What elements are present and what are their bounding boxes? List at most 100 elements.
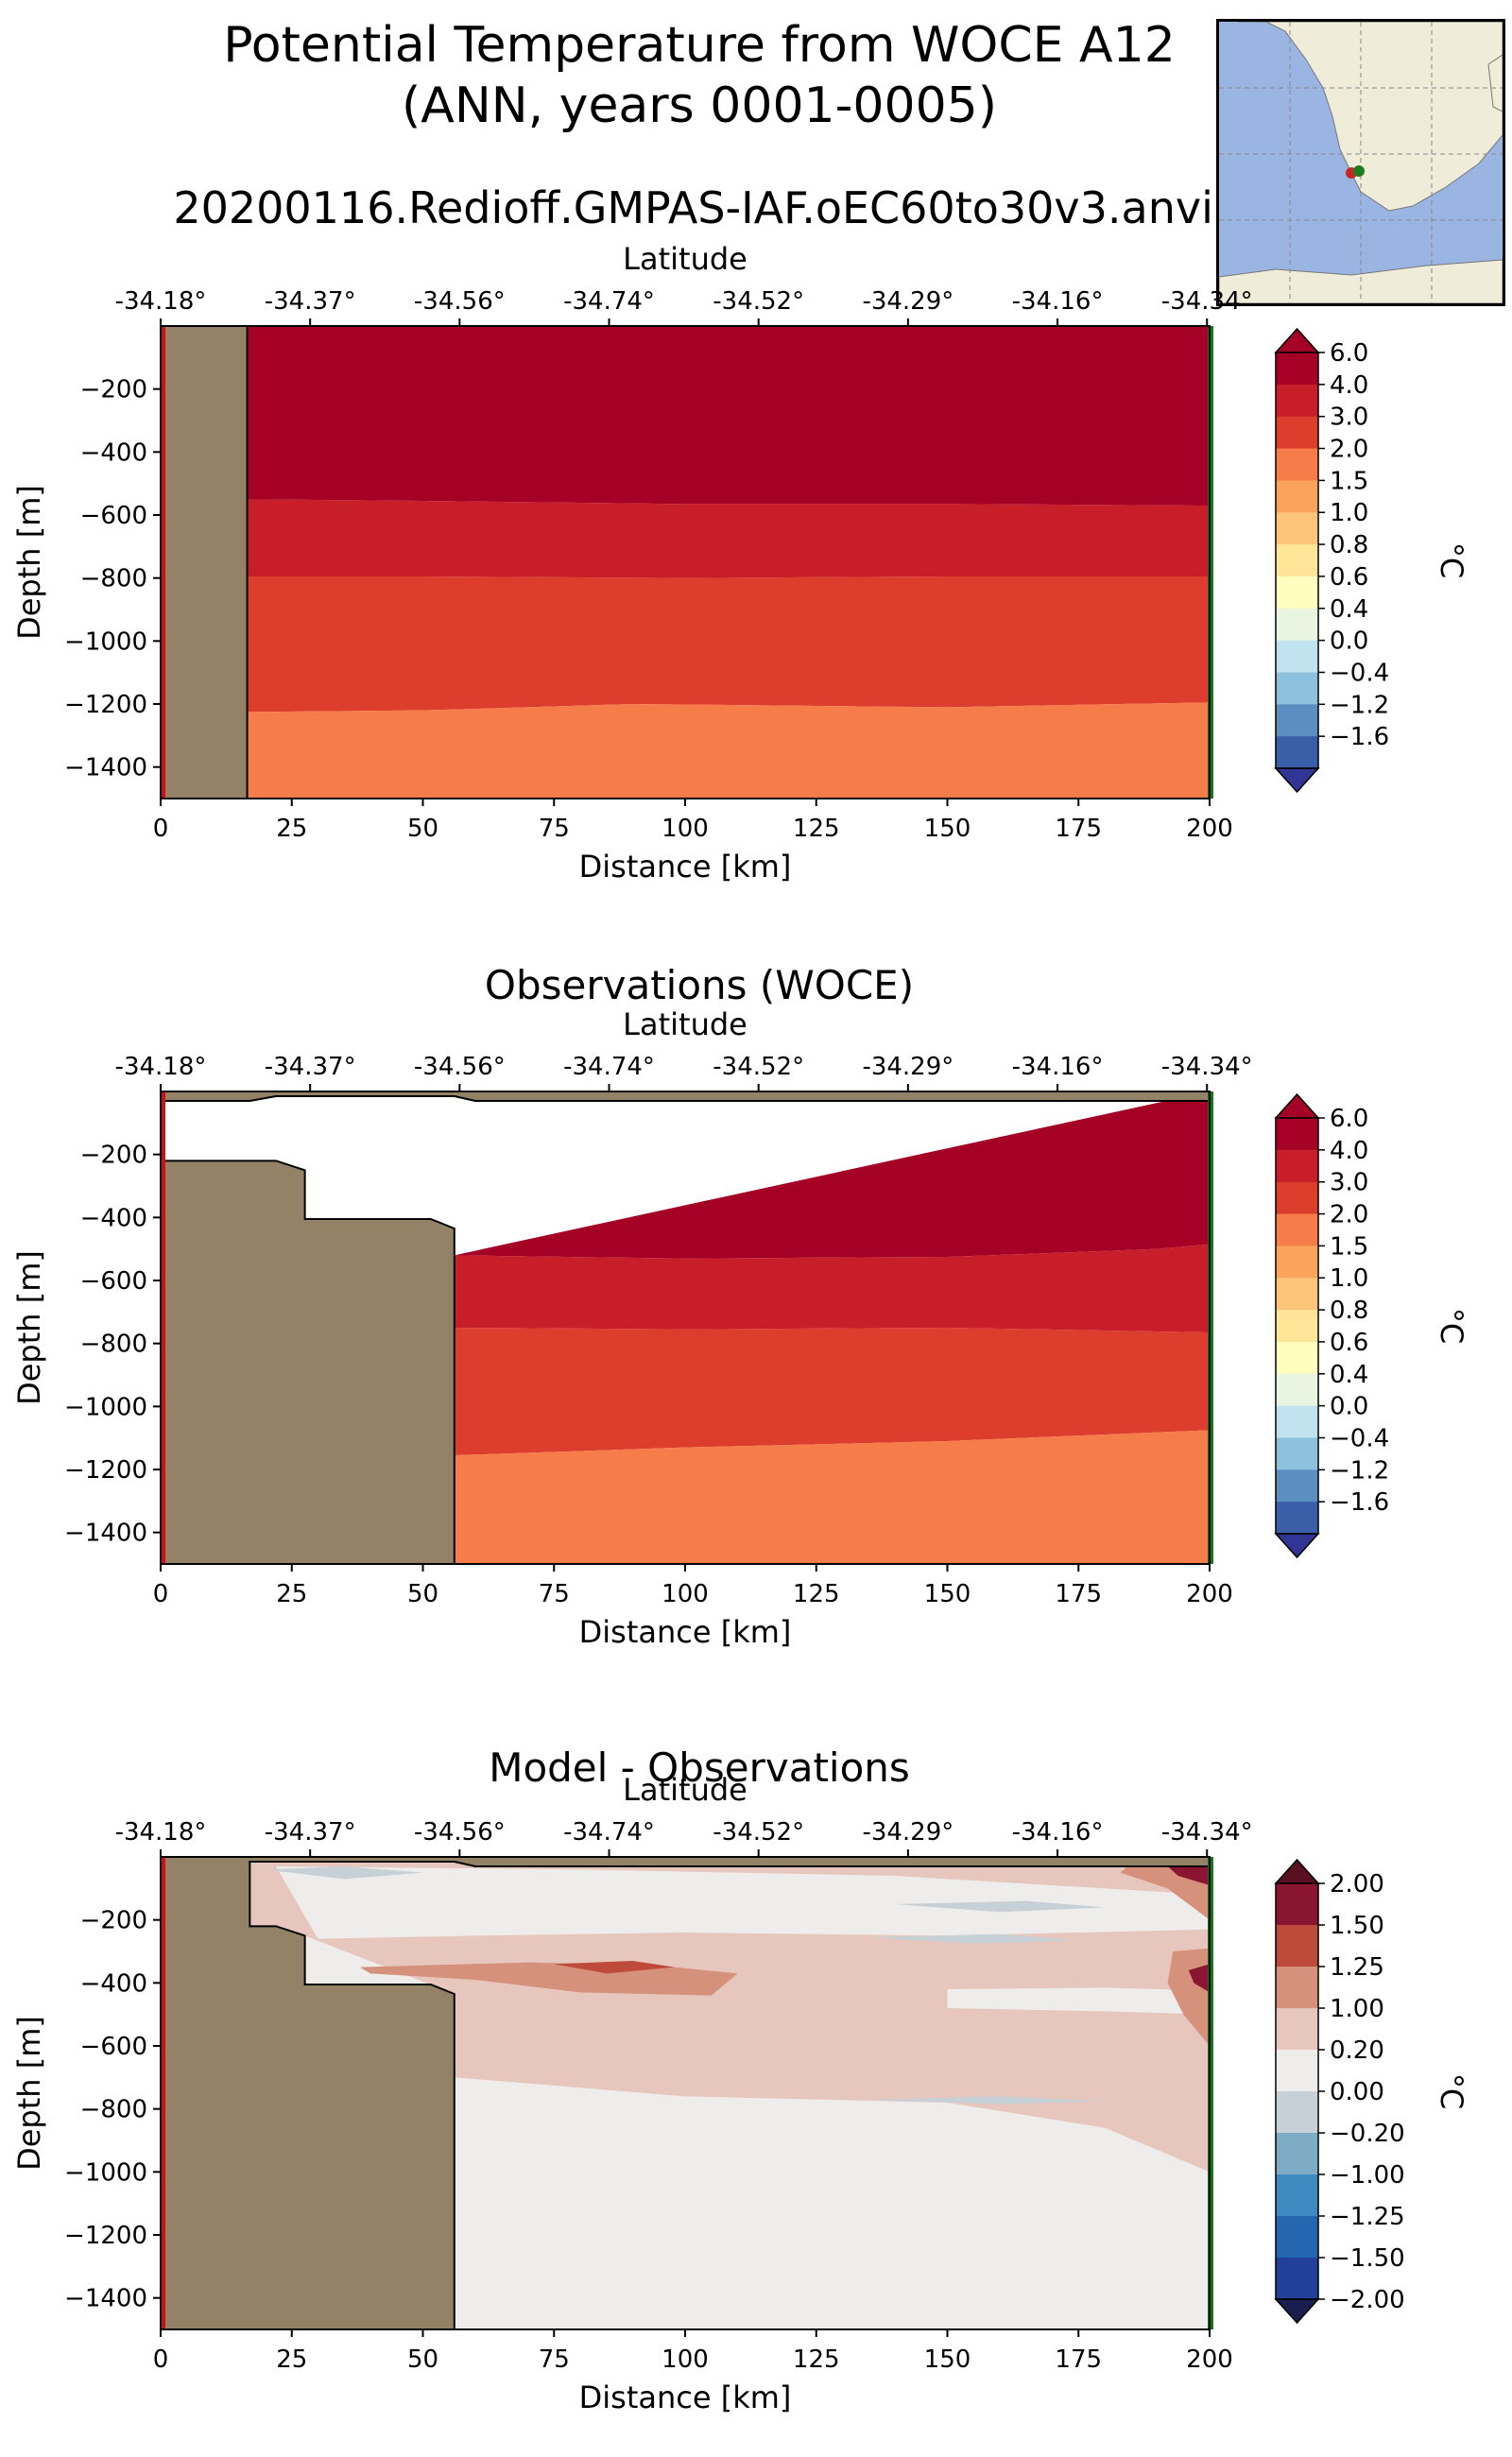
x-tick-label: 200	[1186, 815, 1233, 843]
colorbar-segment	[1276, 2174, 1318, 2217]
y-tick-label: −600	[80, 2033, 147, 2061]
top-tick-label: -34.29°	[862, 287, 954, 316]
top-tick-label: -34.18°	[115, 1053, 207, 1081]
x-tick-label: 25	[276, 815, 307, 843]
colorbar-frame	[1275, 1117, 1319, 1535]
contour-band-observations-1	[454, 1244, 1210, 1332]
top-tick-label: -34.16°	[1012, 1818, 1104, 1847]
x-tick-label: 150	[924, 1580, 971, 1608]
difference-region-2	[947, 1987, 1210, 2015]
colorbar-tick-label: 1.0	[1330, 1264, 1368, 1293]
y-tick-label: −1000	[64, 1393, 147, 1421]
colorbar-segment	[1276, 2091, 1318, 2134]
top-tick-label: -34.29°	[862, 1053, 954, 1081]
y-tick-label: −400	[80, 438, 147, 467]
top-tick-label: -34.34°	[1161, 1053, 1253, 1081]
colorbar-segment	[1276, 1967, 1318, 2009]
colorbar-segment	[1276, 1246, 1318, 1279]
contour-band-observations-2	[454, 1328, 1210, 1455]
colorbar-tick-label: 0.6	[1330, 563, 1368, 592]
x-tick-label: 75	[539, 815, 570, 843]
colorbar-tick-label: 1.0	[1330, 499, 1368, 527]
inset-gridlines	[1219, 22, 1503, 303]
top-tick-label: -34.56°	[414, 1818, 506, 1847]
x-tick-label: 100	[662, 1580, 709, 1608]
colorbar-segment	[1276, 1310, 1318, 1343]
colorbar-tick-label: 3.0	[1330, 1169, 1368, 1197]
colorbar-segment	[1276, 1373, 1318, 1407]
colorbar-label: °C	[1434, 542, 1469, 578]
top-tick-label: -34.18°	[115, 1818, 207, 1847]
colorbar-segment	[1276, 1469, 1318, 1503]
top-axis-label: Latitude	[623, 1006, 747, 1042]
y-tick-label: −800	[80, 565, 147, 593]
colorbar-label: °C	[1434, 1308, 1469, 1344]
colorbar-tick-label: 1.00	[1330, 1995, 1384, 2023]
colorbar-tick-label: 1.25	[1330, 1953, 1384, 1982]
colorbar-segment	[1276, 352, 1318, 386]
x-tick-label: 100	[662, 2345, 709, 2374]
panel-difference	[153, 1849, 1325, 2337]
colorbar-tick-label: 4.0	[1330, 371, 1368, 400]
colorbar-extend-top	[1274, 327, 1320, 353]
colorbar-segment	[1276, 1502, 1318, 1535]
colorbar-tick-label: −0.4	[1330, 1424, 1389, 1452]
colorbar-tick-label: −1.6	[1330, 723, 1389, 751]
colorbar-segment	[1276, 1213, 1318, 1246]
colorbar-segment	[1276, 704, 1318, 737]
contour-band-observations-0	[454, 1091, 1210, 1259]
colorbar-label: °C	[1434, 2073, 1469, 2109]
x-tick-label: 75	[539, 2345, 570, 2374]
y-tick-label: −200	[80, 1142, 147, 1170]
y-axis-label: Depth [m]	[11, 2016, 47, 2171]
inset-africa-land	[1238, 22, 1503, 212]
top-tick-label: -34.56°	[414, 1053, 506, 1081]
difference-region-12	[868, 2096, 1105, 2105]
inset-map	[1216, 19, 1505, 306]
difference-region-10	[895, 1900, 1105, 1913]
colorbar-tick-label: 0.0	[1330, 1393, 1368, 1421]
difference-region-7	[1167, 1863, 1210, 1885]
colorbar-segment	[1276, 384, 1318, 418]
y-tick-label: −600	[80, 502, 147, 530]
top-tick-label: -34.52°	[713, 1053, 804, 1081]
colorbar-segment	[1276, 1149, 1318, 1183]
x-axis-label: Distance [km]	[579, 849, 792, 885]
y-tick-label: −600	[80, 1267, 147, 1296]
panel-title-observations: Observations (WOCE)	[484, 962, 915, 1008]
colorbar-segment	[1276, 1118, 1318, 1151]
x-tick-label: 75	[539, 1580, 570, 1608]
top-tick-label: -34.16°	[1012, 287, 1104, 316]
colorbar-segment	[1276, 544, 1318, 577]
x-axis-label: Distance [km]	[579, 2380, 792, 2415]
x-tick-label: 175	[1055, 815, 1102, 843]
x-tick-label: 50	[407, 815, 438, 843]
y-tick-label: −1200	[64, 691, 147, 719]
y-tick-label: −800	[80, 1331, 147, 1359]
x-tick-label: 175	[1055, 1580, 1102, 1608]
colorbar-segment	[1276, 2216, 1318, 2259]
colorbar-tick-label: −1.6	[1330, 1488, 1389, 1517]
panel-title-difference: Model - Observations	[489, 1744, 910, 1791]
colorbar-segment	[1276, 2008, 1318, 2051]
colorbar-tick-label: −1.2	[1330, 1456, 1389, 1485]
colorbar-extend-top	[1274, 1092, 1320, 1119]
colorbar-tick-label: −1.00	[1330, 2161, 1405, 2190]
inset-madagascar-land	[1487, 54, 1503, 112]
colorbar-frame	[1275, 352, 1319, 769]
colorbar-tick-label: 0.20	[1330, 2036, 1384, 2065]
x-tick-label: 0	[153, 815, 169, 843]
difference-region-1	[276, 1866, 1211, 1939]
top-tick-label: -34.52°	[713, 287, 804, 316]
top-tick-label: -34.29°	[862, 1818, 954, 1847]
top-tick-label: -34.56°	[414, 287, 506, 316]
colorbar-segment	[1276, 608, 1318, 642]
land-mask-difference	[160, 1856, 1211, 2330]
colorbar-segment	[1276, 640, 1318, 673]
colorbar-tick-label: 0.8	[1330, 1297, 1368, 1325]
land-mask-model	[160, 325, 249, 799]
colorbar-segment	[1276, 672, 1318, 705]
top-tick-label: -34.37°	[265, 1053, 356, 1081]
y-tick-label: −200	[80, 376, 147, 404]
